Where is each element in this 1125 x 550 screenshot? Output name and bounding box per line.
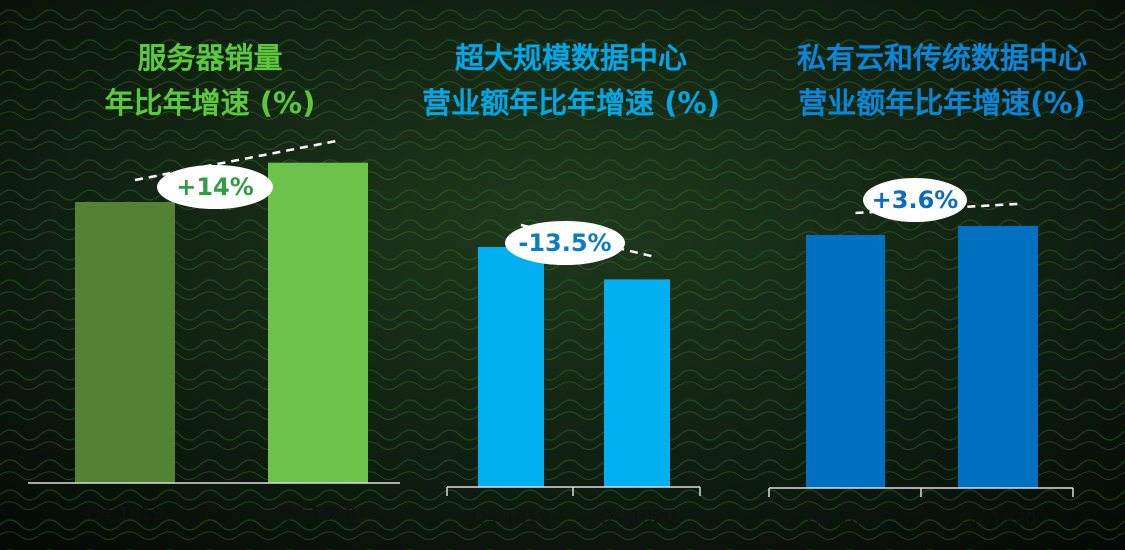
bar xyxy=(806,235,885,488)
change-bubble xyxy=(505,221,625,265)
chart-title: 私有云和传统数据中心 xyxy=(797,41,1087,75)
x-tick-label: Q4 1920 xyxy=(598,507,675,528)
change-label: -13.5% xyxy=(518,229,611,257)
bar xyxy=(604,279,670,487)
x-tick-label: Q4 1920 xyxy=(959,509,1036,530)
change-bubble xyxy=(863,178,967,222)
change-bubble xyxy=(157,165,273,209)
bar xyxy=(478,247,544,487)
bar xyxy=(268,162,368,483)
x-tick-label: Q4 1819 xyxy=(86,504,163,525)
x-tick-label: Q4 1819 xyxy=(807,509,884,530)
chart-title: 营业额年比年增速(%) xyxy=(798,86,1086,120)
x-tick-label: Q4 1819 xyxy=(472,507,549,528)
x-tick-label: Q4 1920 xyxy=(279,504,356,525)
bar xyxy=(75,202,175,483)
bar xyxy=(958,225,1038,488)
trend-line xyxy=(134,139,339,182)
chart-title: 服务器销量 xyxy=(137,41,282,75)
chart-title: 年比年增速 (%) xyxy=(105,86,316,120)
change-label: +3.6% xyxy=(872,186,959,214)
chart-title: 营业额年比年增速 (%) xyxy=(422,86,720,120)
trend-line xyxy=(520,223,658,259)
chart-title: 超大规模数据中心 xyxy=(455,41,687,75)
change-label: +14% xyxy=(176,173,254,201)
